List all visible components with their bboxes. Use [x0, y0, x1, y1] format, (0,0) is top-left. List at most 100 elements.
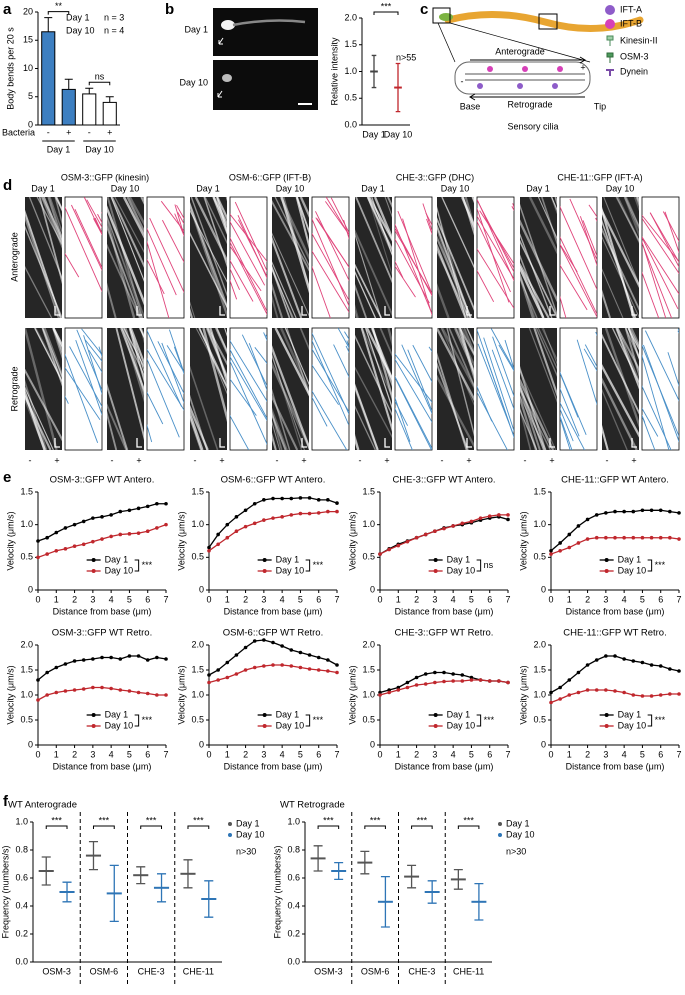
column-title: CHE-11::GFP (IFT-A)	[557, 172, 642, 182]
track	[126, 197, 144, 235]
error-bar	[44, 17, 53, 32]
track	[284, 328, 309, 386]
legend-marker	[433, 713, 438, 717]
tracing-lines	[312, 328, 349, 450]
track	[107, 410, 118, 450]
kymograph	[602, 197, 639, 318]
sig-label: ***	[655, 560, 666, 570]
x-tick-label: 4	[109, 594, 114, 604]
point	[252, 521, 257, 526]
point	[378, 693, 382, 697]
point	[460, 679, 465, 683]
track	[537, 197, 557, 240]
x-tick-label: 3	[432, 749, 437, 759]
point	[36, 698, 40, 702]
track	[366, 197, 392, 251]
point	[118, 657, 123, 661]
trace-line	[642, 407, 659, 437]
sig-bracket	[373, 11, 399, 15]
track	[25, 265, 53, 318]
trace-line	[560, 264, 588, 311]
point	[252, 501, 257, 506]
kymograph-tracks	[602, 328, 639, 450]
sig-bracket	[134, 559, 140, 572]
end-label: Tip	[594, 101, 606, 111]
bar	[61, 88, 76, 126]
trace-line	[74, 209, 102, 269]
point	[234, 653, 239, 657]
sign-label: -	[441, 455, 444, 465]
point	[567, 545, 572, 550]
track	[272, 354, 305, 450]
legend-icon	[606, 52, 614, 63]
scale-bar	[301, 306, 307, 316]
series-line	[550, 509, 680, 552]
track	[190, 394, 208, 450]
point	[316, 498, 321, 502]
trace-line	[642, 385, 672, 450]
point	[63, 526, 68, 530]
track	[52, 328, 62, 360]
track	[528, 328, 557, 403]
legend-label: Day 1	[447, 554, 471, 564]
track	[42, 328, 62, 379]
x-tick-label: +	[66, 127, 71, 137]
track	[272, 420, 281, 450]
trace-line	[312, 232, 349, 302]
point	[216, 668, 220, 672]
track	[40, 197, 62, 249]
track	[520, 385, 541, 450]
track	[373, 197, 392, 241]
track	[107, 214, 143, 318]
chart-title: WT Retrograde	[280, 800, 345, 811]
track	[461, 328, 474, 356]
track	[25, 328, 58, 450]
legend-marker	[433, 558, 438, 562]
track	[110, 197, 144, 282]
point	[127, 508, 132, 513]
error-bar	[204, 880, 214, 918]
image-label: Day 1	[184, 24, 208, 34]
point	[271, 640, 275, 645]
x-tick-label: 2	[72, 594, 77, 604]
point	[271, 663, 275, 667]
track	[190, 202, 227, 310]
x-tick-label: 1	[54, 594, 59, 604]
row-label: Retrograde	[9, 366, 19, 411]
scale-bar	[136, 306, 142, 316]
trace-line	[395, 375, 432, 450]
track	[199, 328, 227, 395]
scale-bar	[631, 306, 637, 316]
y-tick-label: 0.4	[287, 900, 300, 910]
trace-line	[234, 201, 267, 272]
x-tick-label: 7	[334, 749, 339, 759]
trace-line	[147, 357, 180, 438]
point	[613, 654, 617, 658]
track	[624, 328, 639, 378]
micrograph	[213, 8, 318, 56]
trace-line	[395, 260, 404, 278]
track	[355, 366, 392, 439]
day-label: Day 1	[196, 183, 220, 193]
sig-bracket	[647, 559, 653, 572]
trace-line	[560, 371, 579, 418]
point	[54, 549, 59, 553]
trace-line	[230, 267, 241, 291]
point	[216, 532, 220, 537]
legend-label: Day 10	[236, 829, 265, 839]
error-bar	[334, 861, 344, 881]
trace-line	[644, 330, 679, 402]
point	[433, 670, 437, 675]
sig-label: ***	[193, 815, 204, 825]
kymograph-tracks	[355, 328, 392, 450]
sig-label: ***	[142, 560, 153, 570]
y-axis-label: Velocity (μm/s)	[347, 511, 357, 570]
y-tick-label: 0.5	[191, 552, 204, 562]
point	[576, 524, 581, 528]
x-tick-label: 4	[451, 749, 456, 759]
caption: Sensory cilia	[507, 121, 558, 131]
x-tick-label: 2	[72, 749, 77, 759]
track	[38, 197, 62, 285]
point	[164, 657, 168, 661]
point	[91, 685, 95, 690]
